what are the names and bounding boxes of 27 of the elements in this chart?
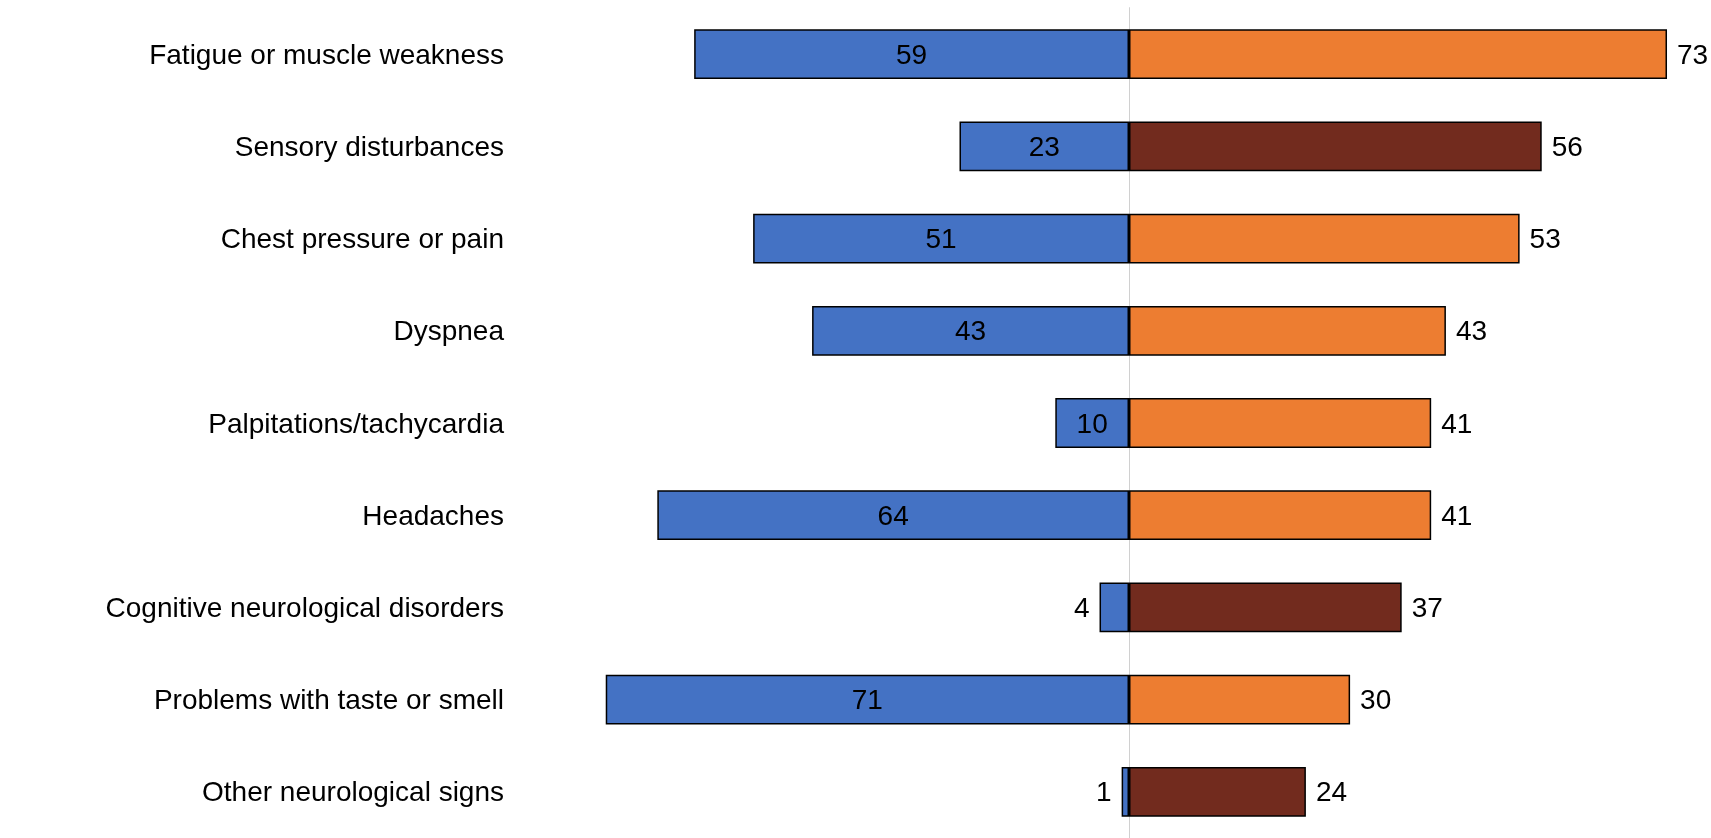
data-label: 1: [1096, 776, 1112, 808]
data-label: 10: [1076, 407, 1108, 439]
data-label: 56: [1551, 130, 1583, 162]
y-tick-label: Other neurological signs: [202, 776, 504, 808]
data-label: 23: [1028, 130, 1060, 162]
y-tick-label: Chest pressure or pain: [220, 223, 504, 255]
data-label: 4: [1073, 591, 1090, 623]
y-tick-label: Fatigue or muscle weakness: [149, 38, 504, 70]
data-label: 71: [851, 684, 883, 716]
data-label: 37: [1411, 591, 1443, 623]
y-tick-label: Cognitive neurological disorders: [105, 591, 504, 623]
data-label: 51: [925, 223, 957, 255]
y-tick-label: Problems with taste or smell: [153, 684, 504, 716]
y-tick-label: Palpitations/tachycardia: [208, 407, 505, 439]
data-label: 43: [1455, 315, 1488, 347]
data-label: 73: [1677, 38, 1709, 70]
data-label: 41: [1441, 407, 1473, 439]
data-label: 24: [1315, 776, 1348, 808]
y-tick-label: Sensory disturbances: [234, 130, 504, 162]
y-tick-label: Dyspnea: [393, 315, 505, 347]
data-label: 59: [896, 38, 928, 70]
data-label: 43: [954, 315, 987, 347]
data-label: 64: [877, 499, 909, 531]
y-tick-label: Headaches: [362, 499, 504, 531]
data-label: 41: [1441, 499, 1473, 531]
data-label: 30: [1360, 684, 1392, 716]
data-label: 53: [1529, 223, 1561, 255]
